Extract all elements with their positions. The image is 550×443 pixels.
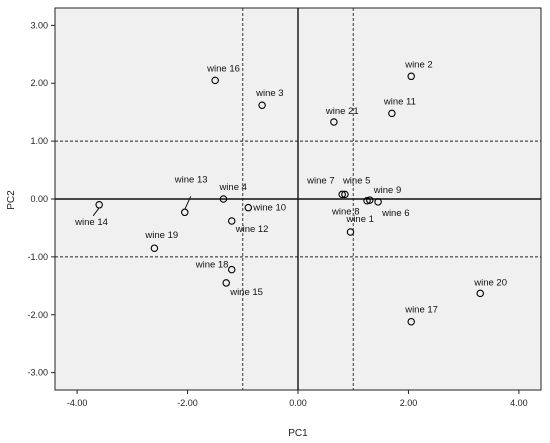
data-point — [476, 289, 484, 298]
point-label: wine 21 — [325, 106, 359, 117]
point-label: wine 5 — [342, 175, 370, 186]
data-point — [330, 118, 338, 126]
y-tick-label: -3.00 — [27, 368, 48, 378]
point-label: wine 10 — [252, 203, 286, 214]
point-label: wine 11 — [383, 96, 416, 107]
label-leader-line — [92, 207, 100, 217]
y-tick-label: 0.00 — [30, 194, 48, 204]
point-label: wine 8 — [331, 207, 359, 218]
y-tick-label: -2.00 — [27, 310, 48, 320]
data-point — [95, 201, 103, 209]
point-label: wine 15 — [229, 287, 263, 298]
data-point — [150, 244, 159, 252]
x-tick-label: 2.00 — [400, 398, 418, 408]
point-label: wine 14 — [74, 217, 108, 228]
x-tick-label: -4.00 — [67, 398, 88, 408]
x-axis-label: PC1 — [288, 428, 308, 439]
axis-ticks: -4.00 -2.00 0.00 2.00 4.00 3.00 2.00 1.00 0.00 -1… — [27, 20, 527, 408]
x-tick-label: -2.00 — [177, 398, 198, 408]
y-tick-label: 2.00 — [30, 78, 48, 88]
label-leader-line — [184, 196, 192, 210]
point-label: wine 19 — [144, 230, 178, 241]
y-axis-label: PC2 — [6, 190, 17, 210]
data-point — [219, 195, 228, 203]
data-point — [227, 265, 236, 274]
point-label: wine 3 — [255, 88, 283, 99]
data-point — [222, 279, 230, 287]
point-label: wine 1 — [345, 214, 373, 225]
reference-lines — [55, 8, 541, 390]
data-point — [363, 196, 371, 205]
data-point — [366, 196, 374, 204]
data-point — [407, 72, 415, 81]
data-point — [227, 217, 236, 225]
point-label: wine 16 — [206, 63, 240, 74]
x-tick-label: 4.00 — [510, 398, 528, 408]
data-point — [407, 317, 415, 326]
point-label: wine 6 — [381, 208, 409, 219]
data-point — [388, 109, 396, 118]
data-point — [341, 190, 349, 199]
point-label: wine 7 — [306, 175, 334, 186]
y-tick-label: 3.00 — [30, 20, 48, 30]
data-point — [374, 198, 382, 206]
y-tick-label: 1.00 — [30, 136, 48, 146]
point-label: wine 12 — [235, 224, 269, 235]
data-points: wine 1 wine 2 wine 3 wine 4 wine 5 wine 6 wine… — [74, 59, 507, 326]
point-label: wine 4 — [218, 182, 246, 193]
point-label: wine 13 — [174, 174, 208, 185]
point-label: wine 2 — [404, 59, 432, 70]
data-point — [181, 208, 189, 217]
x-tick-label: 0.00 — [289, 398, 307, 408]
data-point — [258, 101, 266, 109]
data-point — [346, 228, 355, 236]
point-label: wine 18 — [195, 260, 229, 271]
point-label: wine 17 — [404, 305, 438, 316]
point-label: wine 20 — [473, 277, 507, 288]
data-point — [211, 76, 219, 85]
y-tick-label: -1.00 — [27, 252, 48, 262]
data-point — [244, 203, 253, 212]
data-point — [338, 190, 346, 199]
point-label: wine 9 — [373, 185, 401, 196]
